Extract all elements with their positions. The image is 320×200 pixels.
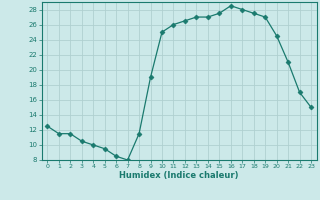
X-axis label: Humidex (Indice chaleur): Humidex (Indice chaleur): [119, 171, 239, 180]
